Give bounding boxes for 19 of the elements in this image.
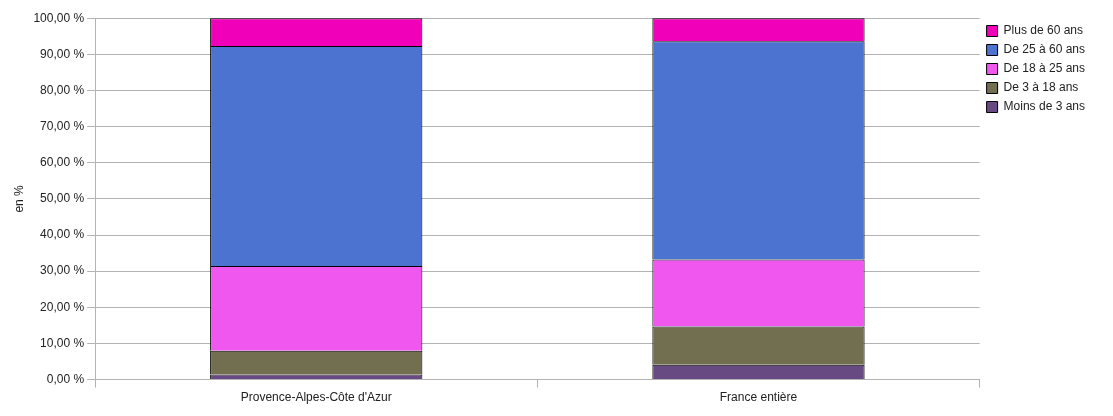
y-tick-label: 100,00 % (33, 10, 85, 25)
x-tick-label: France entière (719, 390, 798, 405)
legend-label: De 3 à 18 ans (1003, 80, 1079, 95)
legend-label: Moins de 3 ans (1003, 99, 1085, 114)
legend-label: Plus de 60 ans (1003, 23, 1083, 38)
y-axis-title: en % (11, 184, 26, 213)
y-tick-label: 80,00 % (40, 82, 85, 97)
legend-label: De 18 à 25 ans (1003, 61, 1086, 76)
y-tick-label: 40,00 % (40, 227, 85, 242)
y-tick-label: 0,00 % (46, 371, 85, 386)
legend-label: De 25 à 60 ans (1003, 42, 1086, 57)
y-tick-label: 70,00 % (40, 118, 85, 133)
y-tick-label: 60,00 % (40, 155, 85, 170)
x-tick-label: Provence-Alpes-Côte d'Azur (240, 390, 392, 405)
y-tick-label: 90,00 % (40, 46, 85, 61)
y-tick-label: 20,00 % (40, 299, 85, 314)
y-tick-label: 30,00 % (40, 263, 85, 278)
y-tick-label: 50,00 % (40, 191, 85, 206)
y-tick-label: 10,00 % (40, 335, 85, 350)
